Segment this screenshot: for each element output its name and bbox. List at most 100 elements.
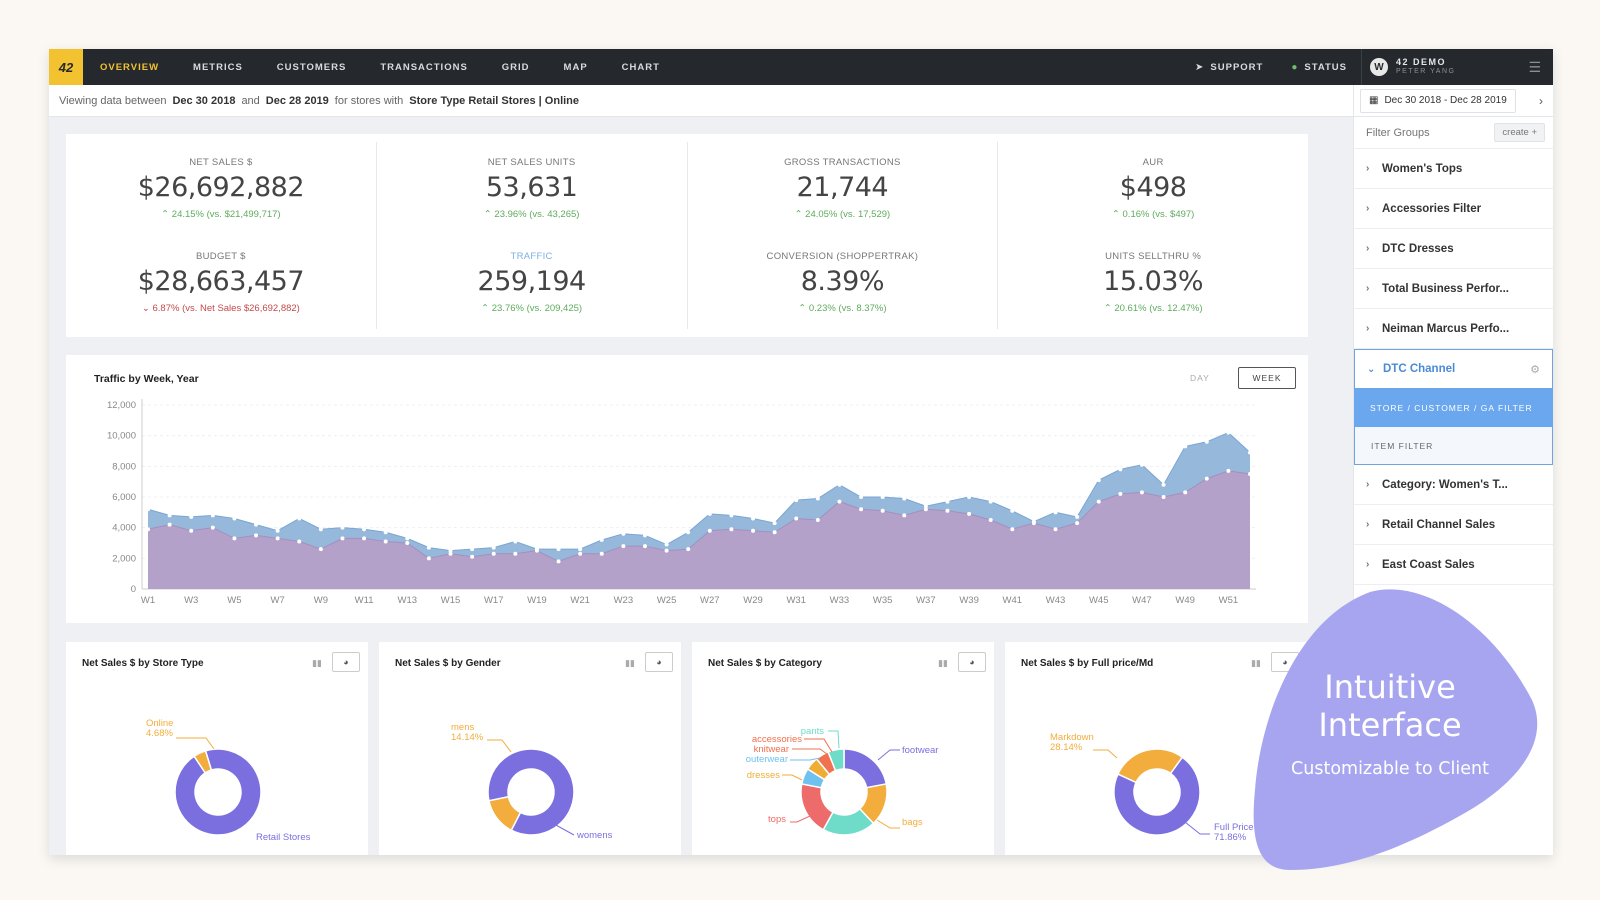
data-point[interactable]: [751, 528, 756, 533]
gear-icon[interactable]: ⚙: [1530, 363, 1540, 376]
data-point[interactable]: [707, 511, 712, 516]
donut-slice-footwear[interactable]: [843, 748, 888, 789]
data-point[interactable]: [642, 533, 647, 538]
status-link[interactable]: ● STATUS: [1277, 62, 1361, 73]
create-group-button[interactable]: create +: [1494, 123, 1545, 142]
data-point[interactable]: [945, 508, 950, 513]
data-point[interactable]: [275, 528, 280, 533]
data-point[interactable]: [1226, 430, 1231, 435]
data-point[interactable]: [945, 499, 950, 504]
data-point[interactable]: [686, 530, 691, 535]
bar-chart-icon[interactable]: ▮▮: [938, 658, 948, 668]
data-point[interactable]: [426, 545, 431, 550]
data-point[interactable]: [837, 482, 842, 487]
data-point[interactable]: [318, 527, 323, 532]
data-point[interactable]: [405, 536, 410, 541]
data-point[interactable]: [988, 499, 993, 504]
kpi-net-sales-units[interactable]: NET SALES UNITS 53,631 ⌃ 23.96% (vs. 43,…: [377, 142, 687, 236]
donut-slice-full-price[interactable]: [1113, 756, 1201, 836]
data-point[interactable]: [513, 539, 518, 544]
kpi-aur[interactable]: AUR $498 ⌃ 0.16% (vs. $497): [998, 142, 1308, 236]
week-toggle[interactable]: WEEK: [1238, 367, 1296, 389]
data-point[interactable]: [578, 547, 583, 552]
data-point[interactable]: [362, 527, 367, 532]
chevron-right-icon[interactable]: ›: [1539, 93, 1543, 108]
data-point[interactable]: [859, 507, 864, 512]
filter-groups-input[interactable]: [1366, 126, 1476, 139]
data-point[interactable]: [1053, 510, 1058, 515]
data-point[interactable]: [146, 527, 150, 532]
data-point[interactable]: [794, 498, 799, 503]
group-womens-tops[interactable]: › Women's Tops: [1354, 149, 1553, 189]
data-point[interactable]: [556, 547, 561, 552]
data-point[interactable]: [275, 536, 280, 541]
data-point[interactable]: [1183, 490, 1188, 495]
subfilter-store-customer-ga[interactable]: STORE / CUSTOMER / GA FILTER: [1354, 389, 1553, 427]
user-menu[interactable]: W 42 DEMO PETER YANG ☰: [1361, 49, 1553, 85]
data-point[interactable]: [772, 530, 777, 535]
data-point[interactable]: [1118, 491, 1123, 496]
data-point[interactable]: [297, 516, 302, 521]
group-category-womens[interactable]: › Category: Women's T...: [1354, 465, 1553, 505]
bar-chart-icon[interactable]: ▮▮: [1251, 658, 1261, 668]
data-point[interactable]: [1139, 462, 1144, 467]
pie-chart-icon[interactable]: ◕: [958, 652, 986, 672]
donut-slice-pants[interactable]: [827, 748, 845, 772]
data-point[interactable]: [1053, 527, 1058, 532]
kpi-traffic[interactable]: TRAFFIC 259,194 ⌃ 23.76% (vs. 209,425): [377, 236, 687, 330]
data-point[interactable]: [189, 514, 194, 519]
data-point[interactable]: [859, 495, 864, 499]
data-point[interactable]: [513, 551, 518, 556]
data-point[interactable]: [967, 495, 972, 499]
nav-grid[interactable]: GRID: [501, 61, 530, 73]
data-point[interactable]: [167, 522, 172, 527]
nav-metrics[interactable]: METRICS: [193, 61, 243, 73]
group-dtc-channel[interactable]: ⌄ DTC Channel ⚙: [1354, 349, 1553, 389]
nav-customers[interactable]: CUSTOMERS: [276, 61, 347, 73]
nav-overview[interactable]: OVERVIEW: [100, 61, 160, 73]
data-point[interactable]: [1161, 495, 1166, 499]
data-point[interactable]: [837, 499, 842, 504]
data-point[interactable]: [664, 542, 669, 547]
data-point[interactable]: [448, 548, 453, 553]
data-point[interactable]: [578, 551, 583, 556]
data-point[interactable]: [815, 518, 820, 522]
data-point[interactable]: [1010, 508, 1015, 513]
data-point[interactable]: [534, 548, 539, 553]
data-point[interactable]: [448, 551, 453, 556]
data-point[interactable]: [902, 513, 907, 518]
donut-slice-online[interactable]: [193, 749, 213, 774]
data-point[interactable]: [340, 525, 345, 530]
data-point[interactable]: [470, 547, 475, 552]
kpi-conversion[interactable]: CONVERSION (SHOPPERTRAK) 8.39% ⌃ 0.23% (…: [688, 236, 998, 330]
group-east-coast[interactable]: › East Coast Sales: [1354, 545, 1553, 585]
donut-slice-womens[interactable]: [487, 748, 575, 836]
data-point[interactable]: [642, 544, 647, 549]
data-point[interactable]: [1010, 527, 1015, 532]
data-point[interactable]: [210, 513, 215, 518]
data-point[interactable]: [318, 547, 323, 552]
data-point[interactable]: [491, 545, 496, 550]
data-point[interactable]: [967, 511, 972, 516]
nav-chart[interactable]: CHART: [621, 61, 660, 73]
data-point[interactable]: [1075, 514, 1080, 519]
group-neiman-marcus[interactable]: › Neiman Marcus Perfo...: [1354, 309, 1553, 349]
data-point[interactable]: [232, 536, 237, 541]
group-total-business[interactable]: › Total Business Perfor...: [1354, 269, 1553, 309]
data-point[interactable]: [729, 527, 734, 532]
data-point[interactable]: [1204, 439, 1209, 444]
data-point[interactable]: [426, 556, 431, 561]
data-point[interactable]: [1161, 482, 1166, 487]
logo[interactable]: 42: [49, 49, 83, 85]
data-point[interactable]: [621, 531, 626, 536]
data-point[interactable]: [1096, 499, 1101, 504]
menu-icon[interactable]: ☰: [1528, 58, 1541, 75]
data-point[interactable]: [621, 544, 626, 549]
kpi-units-sellthru[interactable]: UNITS SELLTHRU % 15.03% ⌃ 20.61% (vs. 12…: [998, 236, 1308, 330]
data-point[interactable]: [599, 551, 604, 556]
nav-transactions[interactable]: TRANSACTIONS: [380, 61, 468, 73]
kpi-net-sales[interactable]: NET SALES $ $26,692,882 ⌃ 24.15% (vs. $2…: [66, 142, 376, 236]
data-point[interactable]: [1118, 467, 1123, 472]
data-point[interactable]: [815, 496, 820, 501]
bar-chart-icon[interactable]: ▮▮: [312, 658, 322, 668]
